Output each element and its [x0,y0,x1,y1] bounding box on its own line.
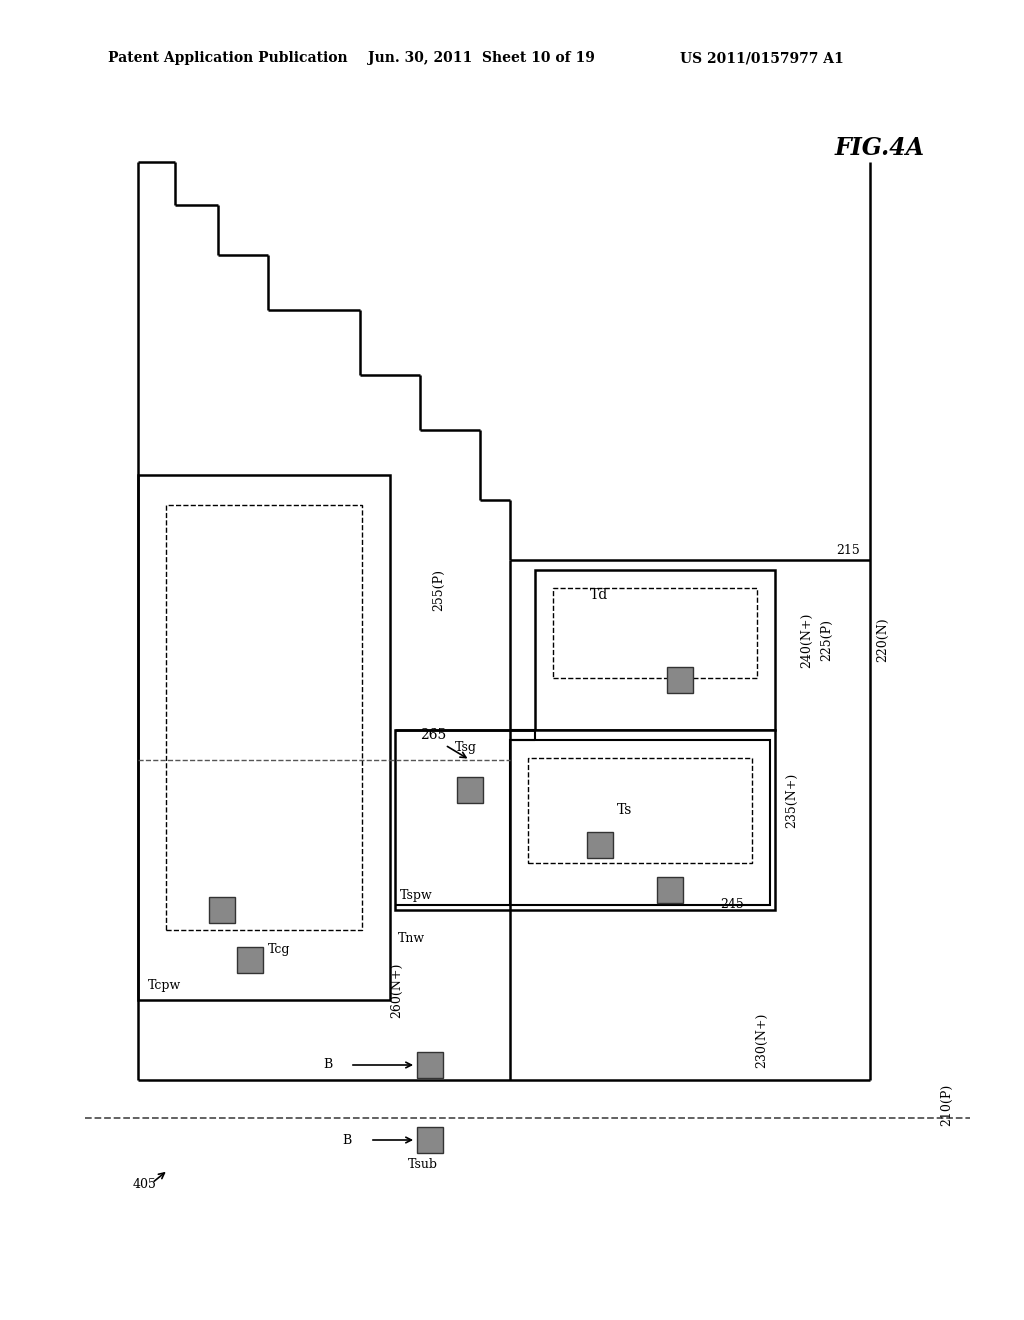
Text: B: B [324,1059,333,1072]
Text: 405: 405 [133,1179,157,1192]
Bar [587,832,613,858]
Text: Tsg: Tsg [455,742,477,755]
Bar [528,758,752,863]
Bar [166,506,362,931]
Text: Td: Td [590,587,608,602]
Bar [535,570,775,730]
Text: B: B [343,1134,352,1147]
Bar [138,475,390,1001]
Text: 265: 265 [420,729,446,742]
Text: 215: 215 [836,544,860,557]
Text: 220(N): 220(N) [876,618,889,663]
Bar [457,777,483,803]
Bar [553,587,757,678]
Text: Ts: Ts [617,803,633,817]
Bar [237,946,263,973]
Text: Jun. 30, 2011  Sheet 10 of 19: Jun. 30, 2011 Sheet 10 of 19 [368,51,595,65]
Bar [417,1127,443,1152]
Text: FIG.4A: FIG.4A [835,136,925,160]
Text: Tnw: Tnw [398,932,425,945]
Text: Tcg: Tcg [268,944,291,957]
Text: 260(N+): 260(N+) [390,962,403,1018]
Text: Tcpw: Tcpw [148,978,181,991]
Text: Patent Application Publication: Patent Application Publication [108,51,347,65]
Text: 255(P): 255(P) [432,569,445,611]
Bar [657,876,683,903]
Bar [209,898,234,923]
Bar [395,730,775,909]
Bar [417,1052,443,1078]
Text: 240(N+): 240(N+) [800,612,813,668]
Bar [510,741,770,906]
Text: Tsub: Tsub [408,1159,438,1172]
Text: 230(N+): 230(N+) [755,1012,768,1068]
Text: US 2011/0157977 A1: US 2011/0157977 A1 [680,51,844,65]
Bar [667,667,693,693]
Text: Tspw: Tspw [400,888,433,902]
Text: 225(P): 225(P) [820,619,833,661]
Text: 235(N+): 235(N+) [785,772,798,828]
Text: 245: 245 [720,899,743,912]
Text: 210(P): 210(P) [940,1084,953,1126]
